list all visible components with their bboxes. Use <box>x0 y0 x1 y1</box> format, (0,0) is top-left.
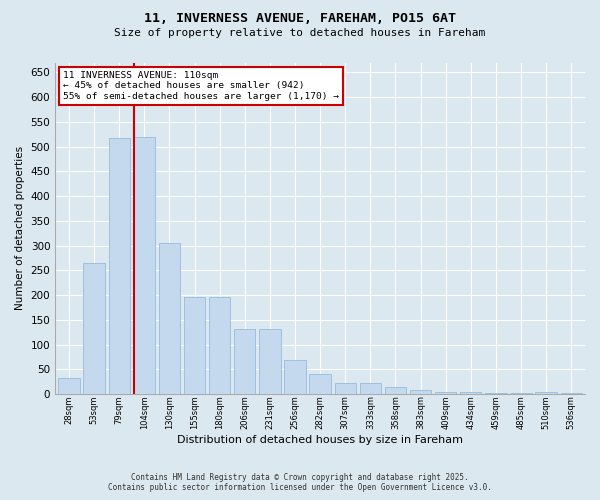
Bar <box>535 392 557 394</box>
Bar <box>134 136 155 394</box>
Bar <box>359 383 381 394</box>
X-axis label: Distribution of detached houses by size in Fareham: Distribution of detached houses by size … <box>177 435 463 445</box>
Bar <box>385 387 406 394</box>
Y-axis label: Number of detached properties: Number of detached properties <box>15 146 25 310</box>
Bar <box>410 390 431 394</box>
Bar <box>58 378 80 394</box>
Bar <box>259 328 281 394</box>
Bar <box>83 263 105 394</box>
Bar <box>435 392 457 394</box>
Bar <box>460 392 481 394</box>
Bar <box>209 296 230 394</box>
Bar <box>184 296 205 394</box>
Bar <box>510 393 532 394</box>
Bar <box>335 383 356 394</box>
Bar <box>234 328 256 394</box>
Text: Contains HM Land Registry data © Crown copyright and database right 2025.
Contai: Contains HM Land Registry data © Crown c… <box>108 473 492 492</box>
Bar <box>560 393 582 394</box>
Bar <box>284 360 305 394</box>
Bar <box>310 374 331 394</box>
Text: 11 INVERNESS AVENUE: 110sqm
← 45% of detached houses are smaller (942)
55% of se: 11 INVERNESS AVENUE: 110sqm ← 45% of det… <box>63 71 339 101</box>
Bar <box>109 138 130 394</box>
Text: Size of property relative to detached houses in Fareham: Size of property relative to detached ho… <box>115 28 485 38</box>
Bar <box>485 393 506 394</box>
Text: 11, INVERNESS AVENUE, FAREHAM, PO15 6AT: 11, INVERNESS AVENUE, FAREHAM, PO15 6AT <box>144 12 456 26</box>
Bar <box>159 243 180 394</box>
